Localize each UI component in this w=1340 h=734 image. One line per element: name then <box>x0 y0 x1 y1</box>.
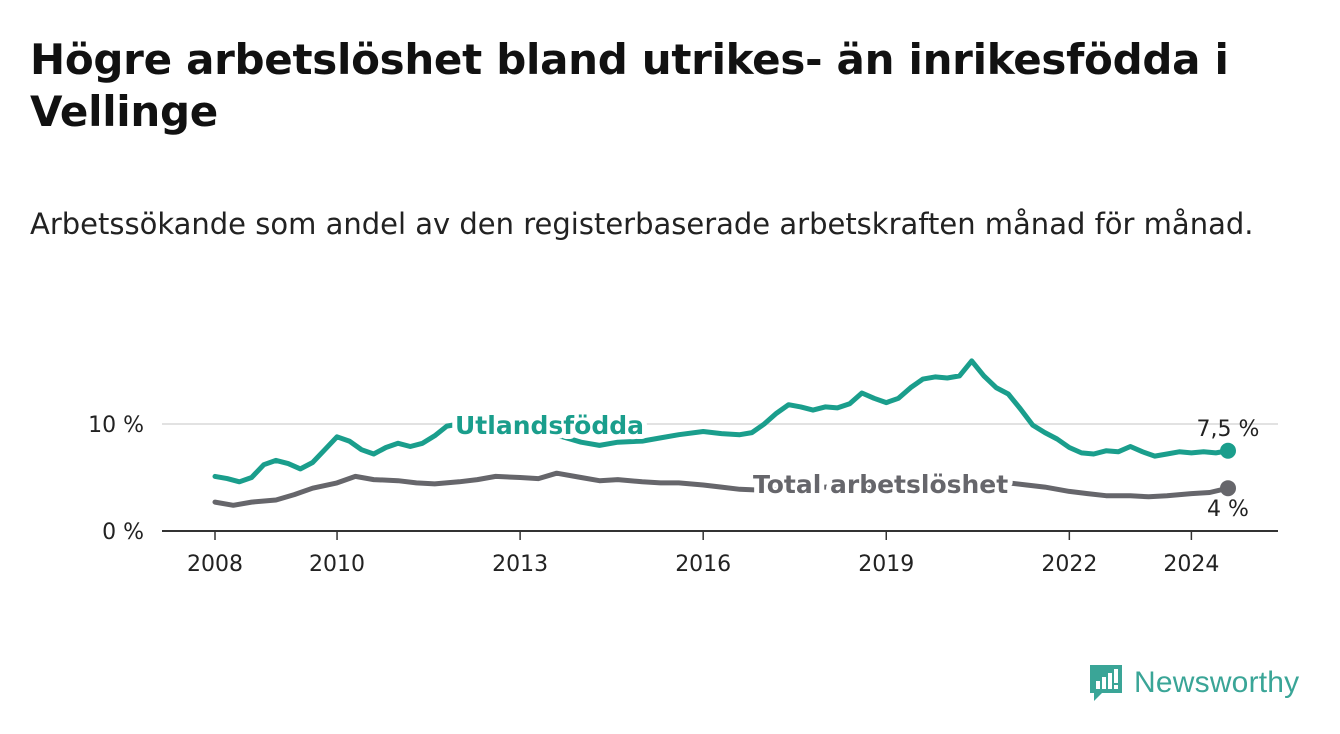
series-line-0 <box>212 358 1231 485</box>
series-label-utlandsfodda-halo: Utlandsfödda <box>455 411 644 440</box>
x-tick-label: 2013 <box>492 552 548 577</box>
series-label-total-halo: Total arbetslöshet <box>753 470 1008 499</box>
chart-title: Högre arbetslöshet bland utrikes- än inr… <box>30 35 1229 136</box>
series-end-marker-0 <box>1220 442 1236 459</box>
x-tick-label: 2016 <box>675 552 731 577</box>
series-lines <box>212 358 1236 508</box>
series-line-1 <box>212 470 1231 508</box>
y-tick-label: 0 % <box>102 520 144 545</box>
end-value-total: 4 % <box>1207 497 1249 522</box>
brand-name: Newsworthy <box>1134 666 1300 699</box>
x-tick-label: 2010 <box>309 552 365 577</box>
x-tick-label: 2008 <box>187 552 243 577</box>
x-tick-label: 2022 <box>1041 552 1097 577</box>
series-end-marker-1 <box>1220 480 1236 497</box>
end-value-utlandsfodda: 7,5 % <box>1197 417 1260 442</box>
bar-chart-logo-icon <box>1090 665 1122 701</box>
y-tick-label: 10 % <box>88 413 144 438</box>
newsworthy-logo: Newsworthy <box>1088 662 1299 704</box>
x-axis: 2008 2010 2013 2016 2019 2022 2024 <box>162 530 1278 577</box>
gridlines: 0 % 10 % <box>88 413 1278 545</box>
series-label-total: Total arbetslöshet <box>753 470 1008 499</box>
x-tick-label: 2024 <box>1163 552 1219 577</box>
x-tick-label: 2019 <box>858 552 914 577</box>
chart-subtitle: Arbetssökande som andel av den registerb… <box>30 207 1254 241</box>
series-label-utlandsfodda: Utlandsfödda <box>455 411 644 440</box>
